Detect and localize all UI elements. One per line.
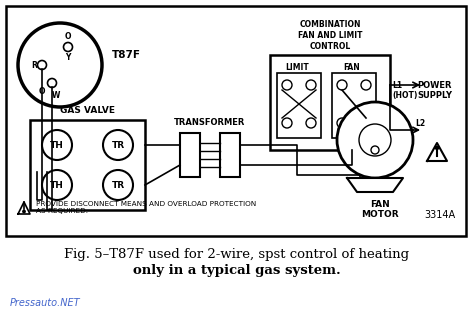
- Circle shape: [103, 170, 133, 200]
- Circle shape: [361, 118, 371, 128]
- Bar: [30, 120, 145, 210]
- Circle shape: [306, 118, 316, 128]
- Text: O: O: [65, 32, 71, 41]
- Bar: [270, 55, 390, 150]
- Bar: [220, 133, 240, 177]
- Circle shape: [37, 60, 46, 70]
- Circle shape: [42, 130, 72, 160]
- Circle shape: [361, 80, 371, 90]
- Circle shape: [337, 118, 347, 128]
- Text: TH: TH: [50, 181, 64, 190]
- Text: T87F: T87F: [112, 50, 141, 60]
- Bar: [6, 6, 466, 236]
- Text: Y: Y: [65, 53, 71, 62]
- Text: L1
(HOT): L1 (HOT): [392, 81, 418, 100]
- Circle shape: [371, 146, 379, 154]
- Circle shape: [282, 118, 292, 128]
- Text: W: W: [52, 91, 60, 100]
- Text: PROVIDE DISCONNECT MEANS AND OVERLOAD PROTECTION
AS REQUIRED.: PROVIDE DISCONNECT MEANS AND OVERLOAD PR…: [36, 202, 256, 215]
- Text: R: R: [31, 60, 37, 70]
- Circle shape: [23, 210, 25, 213]
- Text: COMBINATION
FAN AND LIMIT
CONTROL: COMBINATION FAN AND LIMIT CONTROL: [298, 20, 362, 51]
- Circle shape: [42, 170, 72, 200]
- Text: TH: TH: [50, 141, 64, 149]
- Circle shape: [359, 124, 391, 156]
- Text: L2: L2: [415, 119, 425, 128]
- Polygon shape: [347, 178, 403, 192]
- Circle shape: [103, 130, 133, 160]
- Bar: [180, 133, 200, 177]
- Text: Pressauto.NET: Pressauto.NET: [10, 298, 81, 308]
- Text: 3314A: 3314A: [424, 210, 455, 220]
- Circle shape: [18, 23, 102, 107]
- Bar: [332, 73, 376, 138]
- Text: FAN
MOTOR: FAN MOTOR: [361, 200, 399, 219]
- Text: only in a typical gas system.: only in a typical gas system.: [133, 264, 341, 277]
- Text: Fig. 5–T87F used for 2-wire, spst control of heating: Fig. 5–T87F used for 2-wire, spst contro…: [64, 248, 410, 261]
- Circle shape: [337, 102, 413, 178]
- Text: FAN: FAN: [344, 63, 360, 72]
- Text: POWER
SUPPLY: POWER SUPPLY: [418, 81, 453, 100]
- Circle shape: [282, 80, 292, 90]
- Bar: [277, 73, 321, 138]
- Circle shape: [337, 80, 347, 90]
- Circle shape: [47, 79, 56, 87]
- Text: TR: TR: [111, 181, 125, 190]
- Circle shape: [64, 43, 73, 52]
- Circle shape: [436, 147, 438, 149]
- Text: TRANSFORMER: TRANSFORMER: [174, 118, 246, 127]
- Text: O: O: [39, 87, 45, 96]
- Text: LIMIT: LIMIT: [285, 63, 309, 72]
- Text: TR: TR: [111, 141, 125, 149]
- Text: GAS VALVE: GAS VALVE: [60, 106, 115, 115]
- Circle shape: [306, 80, 316, 90]
